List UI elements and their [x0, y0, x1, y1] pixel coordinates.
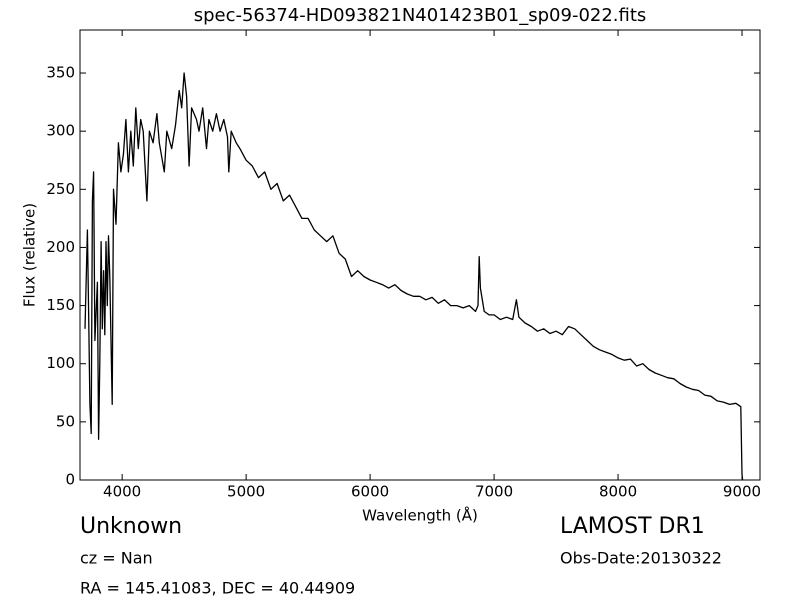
y-tick-label: 300 — [46, 122, 75, 140]
spectrum-line — [84, 72, 744, 481]
y-tick-label: 100 — [46, 354, 75, 372]
y-tick-label: 0 — [65, 471, 75, 489]
annotation: Obs-Date:20130322 — [560, 549, 722, 568]
annotation: Unknown — [80, 514, 182, 539]
x-tick-label: 6000 — [351, 483, 389, 501]
chart-title: spec-56374-HD093821N401423B01_sp09-022.f… — [194, 5, 647, 26]
annotation: cz = Nan — [80, 549, 153, 568]
annotation: LAMOST DR1 — [560, 514, 705, 539]
x-tick-label: 8000 — [599, 483, 637, 501]
x-tick-label: 4000 — [103, 483, 141, 501]
plot-frame — [79, 29, 761, 481]
x-tick-label: 7000 — [475, 483, 513, 501]
x-tick-label: 9000 — [723, 483, 761, 501]
y-tick-label: 150 — [46, 296, 75, 314]
x-axis-label: Wavelength (Å) — [362, 506, 478, 525]
y-axis-label: Flux (relative) — [21, 203, 39, 307]
annotation: RA = 145.41083, DEC = 40.44909 — [80, 579, 355, 598]
y-tick-label: 350 — [46, 64, 75, 82]
y-tick-label: 200 — [46, 238, 75, 256]
y-tick-label: 250 — [46, 180, 75, 198]
x-tick-label: 5000 — [227, 483, 265, 501]
y-tick-label: 50 — [56, 412, 75, 430]
